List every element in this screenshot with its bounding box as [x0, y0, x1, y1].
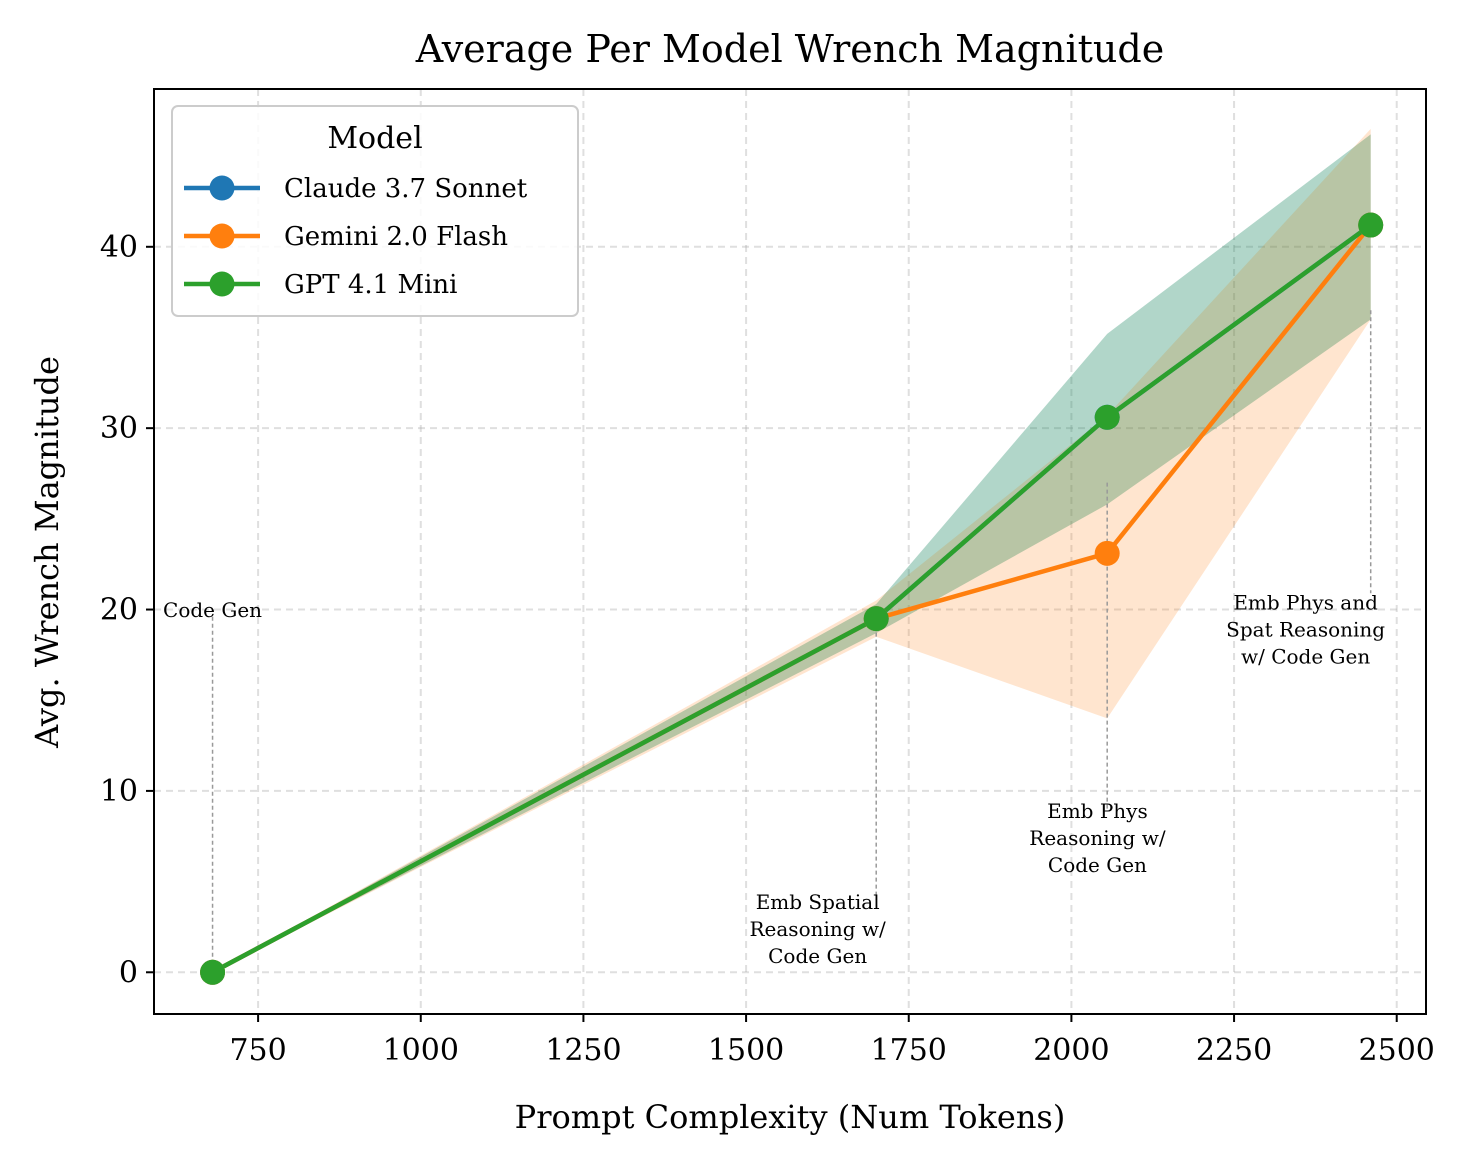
legend-label: Gemini 2.0 Flash: [284, 222, 508, 252]
series-line-2: [211, 223, 1373, 975]
annotation-1: Emb Spatial Reasoning w/Code Gen: [749, 890, 886, 968]
data-point-series-1: [1094, 540, 1120, 566]
plot-frame: [153, 88, 1427, 1015]
y-axis-ticks: 0 10 20 30 40: [100, 230, 154, 990]
chart-title: Average Per Model Wrench Magnitude: [415, 27, 1164, 71]
legend-box: [171, 105, 579, 317]
legend-marker: [209, 271, 235, 297]
band-series-1: [212, 128, 1371, 973]
legend: Model Claude 3.7 Sonnet Gemini 2.0 Flash G…: [171, 105, 579, 317]
y-tick-label: 20: [100, 593, 138, 628]
x-tick-label: 2000: [1033, 1033, 1109, 1068]
legend-entry-1: Gemini 2.0 Flash: [184, 222, 508, 252]
annotations: Code Gen Emb Spatial Reasoning w/Code Gen E…: [163, 591, 1385, 968]
x-tick-label: 1000: [383, 1033, 459, 1068]
data-point-series-2: [1094, 404, 1120, 430]
x-tick-label: 1750: [871, 1033, 947, 1068]
y-tick-label: 30: [100, 411, 138, 446]
legend-label: GPT 4.1 Mini: [284, 270, 457, 300]
annotation-0: Code Gen: [163, 598, 262, 622]
legend-marker: [209, 175, 235, 201]
legend-marker: [209, 223, 235, 249]
legend-label: Claude 3.7 Sonnet: [284, 174, 528, 204]
x-tick-label: 2250: [1196, 1033, 1272, 1068]
y-tick-label: 40: [100, 230, 138, 265]
x-tick-label: 750: [229, 1033, 286, 1068]
legend-title: Model: [327, 121, 422, 156]
series-lines: [211, 223, 1373, 975]
x-tick-label: 2500: [1359, 1033, 1435, 1068]
x-axis-label: Prompt Complexity (Num Tokens): [515, 1098, 1066, 1136]
annotation-2: Emb Phys Reasoning w/Code Gen: [1029, 799, 1166, 877]
legend-entry-2: GPT 4.1 Mini: [184, 270, 457, 300]
y-axis-label: Avg. Wrench Magnitude: [28, 356, 66, 749]
data-point-series-2: [200, 959, 226, 985]
annotation-3: Emb Phys and Spat Reasoning w/ Code Gen: [1226, 591, 1385, 669]
annotation-lines: [211, 310, 1372, 973]
legend-entry-0: Claude 3.7 Sonnet: [184, 174, 528, 204]
legend-entries: Claude 3.7 Sonnet Gemini 2.0 Flash GPT 4.1…: [184, 174, 528, 300]
confidence-bands: [212, 128, 1371, 973]
x-tick-label: 1250: [545, 1033, 621, 1068]
x-tick-label: 1500: [708, 1033, 784, 1068]
x-axis-ticks: 750 1000 1250 1500 1750 2000 2250 2500: [229, 1014, 1435, 1068]
series-points: [200, 212, 1384, 985]
data-point-series-2: [863, 606, 889, 632]
y-tick-label: 0: [119, 955, 138, 990]
data-point-series-2: [1358, 212, 1384, 238]
y-tick-label: 10: [100, 774, 138, 809]
